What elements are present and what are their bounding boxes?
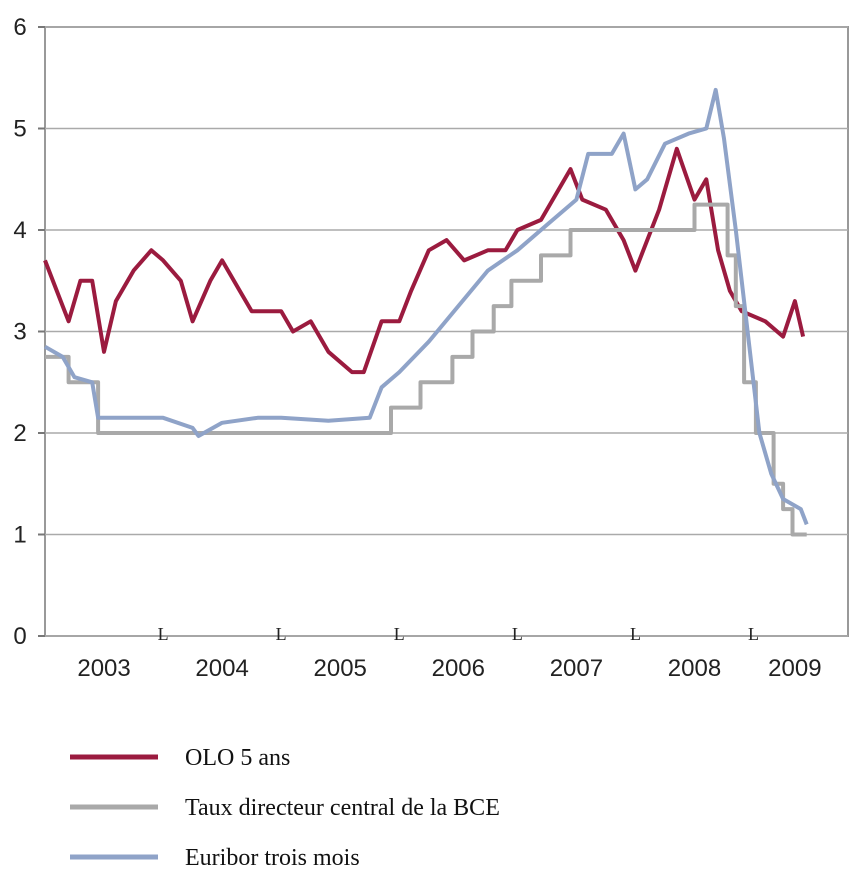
x-minor-tick: L — [158, 624, 169, 644]
y-tick-label: 4 — [13, 217, 26, 244]
y-tick-label: 0 — [13, 623, 26, 650]
series-line — [43, 146, 806, 375]
x-tick-label: 2008 — [668, 655, 721, 682]
y-tick-label: 1 — [13, 522, 26, 549]
x-tick-label: 2003 — [77, 655, 130, 682]
y-tick-label: 2 — [13, 420, 26, 447]
x-minor-tick: L — [512, 624, 523, 644]
x-tick-label: 2005 — [314, 655, 367, 682]
x-minor-tick: L — [630, 624, 641, 644]
x-tick-label: 2006 — [432, 655, 485, 682]
x-tick-label: 2009 — [768, 655, 821, 682]
y-tick-label: 3 — [13, 319, 26, 346]
x-tick-label: 2004 — [195, 655, 248, 682]
series-line — [44, 87, 809, 526]
legend-label: OLO 5 ans — [185, 745, 290, 771]
x-minor-tick: L — [276, 624, 287, 644]
legend-label: Euribor trois mois — [185, 845, 360, 871]
x-minor-tick: L — [748, 624, 759, 644]
x-minor-tick: L — [394, 624, 405, 644]
y-tick-label: 6 — [13, 14, 26, 41]
legend-label: Taux directeur central de la BCE — [185, 795, 500, 821]
series-line — [45, 202, 807, 537]
x-tick-label: 2007 — [550, 655, 603, 682]
y-tick-label: 5 — [13, 116, 26, 143]
